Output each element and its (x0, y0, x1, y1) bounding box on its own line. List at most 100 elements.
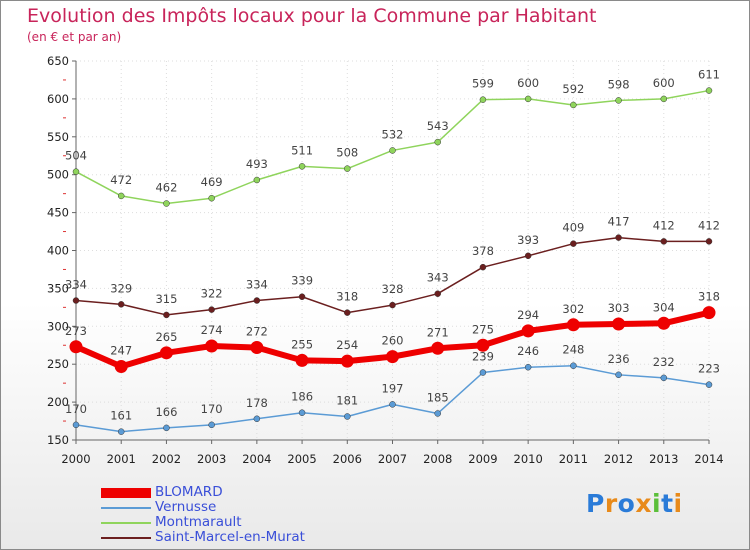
data-point (344, 165, 351, 172)
proxiti-logo: Proxiti (586, 489, 683, 518)
data-label: 271 (427, 325, 449, 339)
x-tick-label: 2013 (649, 452, 678, 466)
logo-letter: t (661, 489, 674, 518)
y-tick-label: 250 (47, 357, 69, 371)
data-point (250, 341, 264, 355)
data-label: 304 (653, 300, 675, 314)
data-label: 247 (110, 343, 132, 357)
data-label: 339 (291, 274, 313, 288)
data-point (615, 371, 622, 379)
data-point (208, 306, 215, 313)
x-tick-label: 2010 (514, 452, 543, 466)
data-point (657, 316, 671, 330)
data-label: 273 (65, 324, 87, 338)
y-tick-label: 650 (47, 54, 69, 68)
y-tick-label: 150 (47, 433, 69, 447)
data-label: 493 (246, 157, 268, 171)
data-point (72, 421, 80, 429)
data-point (660, 374, 668, 382)
data-label: 315 (155, 292, 177, 306)
data-label: 532 (382, 127, 404, 141)
data-label: 409 (562, 221, 584, 235)
data-point (298, 163, 306, 170)
data-label: 412 (698, 218, 720, 232)
data-label: 412 (653, 218, 675, 232)
data-label: 318 (698, 290, 720, 304)
data-label: 504 (65, 149, 87, 163)
y-tick-label: 300 (47, 319, 69, 333)
data-point (479, 96, 487, 103)
data-label: 469 (201, 175, 223, 189)
data-point (114, 359, 128, 373)
x-tick-label: 2011 (559, 452, 588, 466)
logo-letter: x (635, 489, 652, 518)
data-label: 260 (382, 334, 404, 348)
data-label: 274 (201, 323, 223, 337)
data-label: 236 (608, 352, 630, 366)
data-point (298, 293, 306, 300)
data-label: 161 (110, 409, 132, 423)
logo-letter: o (617, 489, 636, 518)
legend-label: Montmarault (155, 514, 242, 530)
data-label: 599 (472, 77, 494, 91)
data-label: 232 (653, 355, 675, 369)
data-point (117, 428, 125, 435)
data-label: 592 (562, 82, 584, 96)
data-point (208, 421, 215, 429)
data-label: 508 (336, 146, 358, 160)
data-point (705, 238, 713, 245)
data-label: 334 (246, 278, 268, 292)
x-tick-label: 2014 (694, 452, 723, 466)
data-point (660, 238, 668, 245)
data-label: 600 (517, 76, 539, 90)
data-point (295, 353, 309, 367)
legend-label: BLOMARD (155, 484, 223, 500)
data-label: 611 (698, 68, 720, 82)
data-point (479, 263, 487, 271)
data-label: 598 (608, 77, 630, 91)
data-point (434, 410, 441, 417)
data-label: 248 (562, 343, 584, 357)
data-label: 328 (382, 282, 404, 296)
legend-label: Vernusse (155, 499, 217, 515)
data-point (705, 87, 713, 94)
data-point (434, 290, 441, 297)
data-point (344, 309, 351, 316)
data-point (386, 350, 399, 364)
data-label: 303 (608, 301, 630, 315)
data-label: 294 (517, 308, 539, 322)
data-label: 239 (472, 350, 494, 364)
data-point (253, 297, 261, 304)
data-label: 600 (653, 76, 675, 90)
data-point (340, 354, 354, 368)
chart-title: Evolution des Impôts locaux pour la Comm… (27, 5, 597, 27)
data-label: 302 (562, 302, 584, 316)
data-label: 318 (336, 290, 358, 304)
logo-letter: i (673, 489, 683, 518)
data-point (524, 252, 532, 260)
data-point (159, 346, 173, 360)
data-point (344, 413, 351, 420)
data-label: 334 (65, 278, 87, 292)
data-point (434, 138, 441, 146)
data-point (117, 301, 125, 308)
data-point (208, 194, 215, 202)
data-label: 170 (65, 402, 87, 416)
logo-letter: i (652, 489, 662, 518)
data-point (570, 240, 577, 247)
x-tick-label: 2006 (333, 452, 362, 466)
data-point (253, 176, 261, 184)
x-tick-label: 2005 (287, 452, 316, 466)
data-point (298, 409, 306, 416)
data-point (660, 95, 668, 103)
data-point (69, 340, 83, 354)
x-tick-label: 2012 (604, 452, 633, 466)
x-tick-label: 2008 (423, 452, 452, 466)
data-point (521, 324, 535, 338)
x-tick-label: 2000 (61, 452, 90, 466)
data-point (389, 147, 396, 154)
data-point (253, 415, 261, 423)
data-label: 417 (608, 215, 630, 229)
